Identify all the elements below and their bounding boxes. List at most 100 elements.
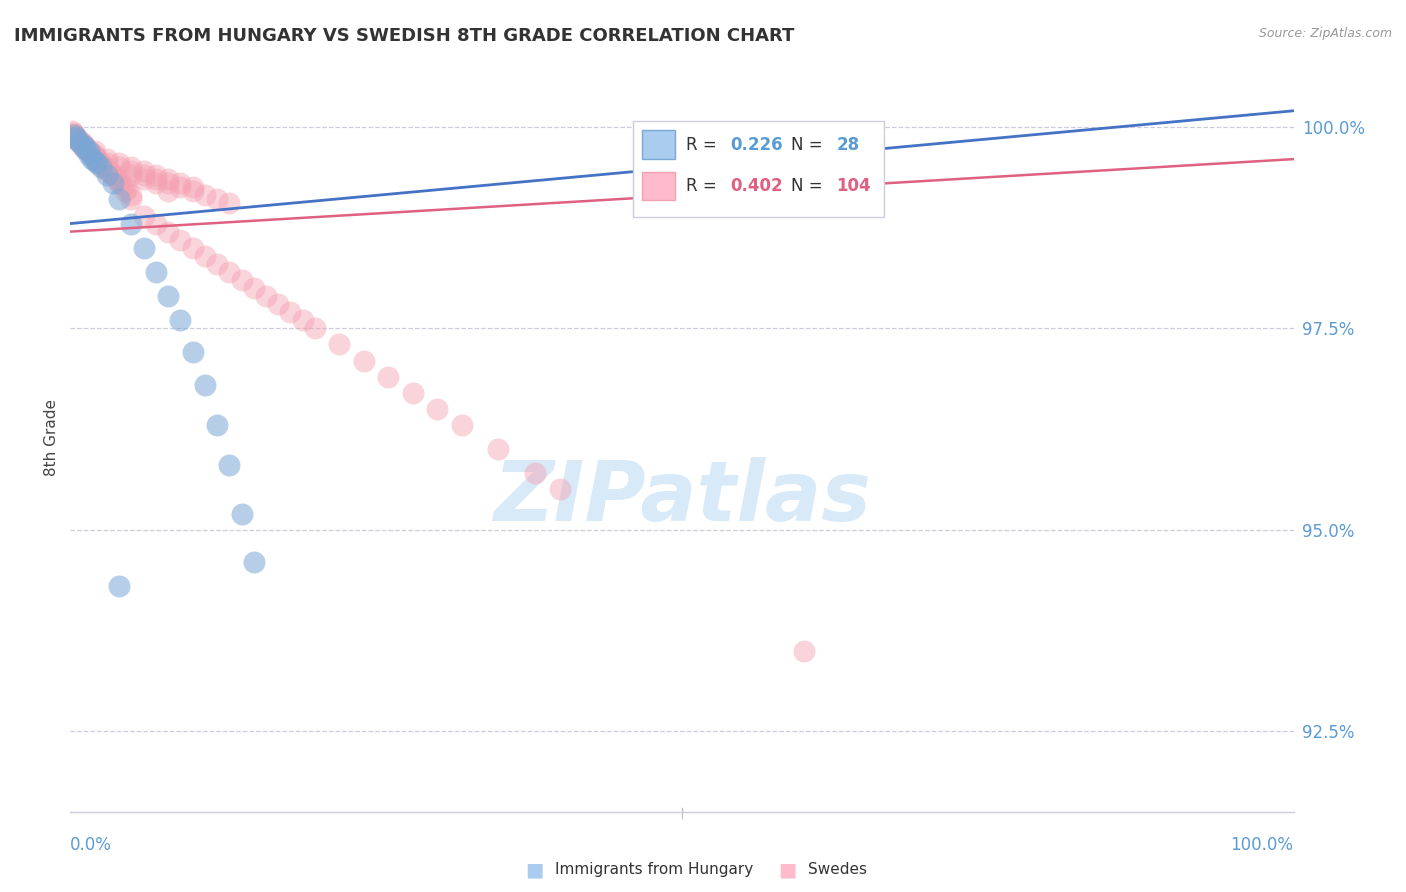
Point: [145, 217, 167, 231]
Text: 0.0%: 0.0%: [70, 836, 112, 854]
Point: [63, 127, 86, 141]
Text: R =: R =: [686, 177, 721, 195]
Point: [83, 151, 105, 165]
Point: [169, 180, 191, 194]
Point: [114, 185, 136, 199]
Point: [62, 126, 84, 140]
Point: [181, 185, 204, 199]
Point: [108, 160, 131, 174]
Point: [169, 313, 191, 327]
Point: [181, 180, 204, 194]
Text: 0.402: 0.402: [731, 177, 783, 195]
Point: [63, 128, 86, 143]
Point: [205, 257, 228, 271]
Point: [80, 147, 103, 161]
Point: [121, 193, 143, 207]
Point: [194, 249, 217, 263]
Text: 104: 104: [837, 177, 870, 195]
Point: [77, 148, 100, 162]
Point: [65, 130, 87, 145]
Point: [73, 139, 96, 153]
Point: [793, 643, 815, 657]
Point: [291, 313, 314, 327]
Point: [231, 507, 253, 521]
Text: N =: N =: [792, 136, 828, 153]
Text: 0.226: 0.226: [731, 136, 783, 153]
Point: [83, 144, 105, 158]
Point: [243, 281, 266, 295]
Point: [169, 176, 191, 190]
Point: [267, 297, 290, 311]
Point: [83, 153, 105, 168]
Text: ZIPatlas: ZIPatlas: [494, 457, 870, 538]
Text: Source: ZipAtlas.com: Source: ZipAtlas.com: [1258, 27, 1392, 40]
Point: [280, 305, 302, 319]
Point: [145, 172, 167, 186]
Point: [218, 196, 240, 211]
Point: [157, 289, 180, 303]
Point: [157, 176, 180, 190]
Point: [243, 555, 266, 569]
Point: [548, 483, 571, 497]
Point: [107, 173, 129, 187]
Point: [132, 241, 155, 255]
Point: [108, 176, 131, 190]
Point: [63, 128, 86, 142]
Point: [101, 168, 124, 182]
Point: [69, 135, 91, 149]
Text: Immigrants from Hungary: Immigrants from Hungary: [555, 863, 754, 877]
Point: [402, 385, 425, 400]
Point: [132, 172, 155, 186]
Point: [65, 132, 87, 146]
Point: [157, 225, 180, 239]
Point: [194, 188, 217, 202]
Point: [63, 129, 86, 144]
Point: [87, 153, 110, 168]
Point: [72, 137, 94, 152]
Point: [145, 265, 167, 279]
Point: [157, 172, 180, 186]
Point: [75, 142, 97, 156]
Point: [426, 401, 449, 416]
Point: [83, 150, 105, 164]
Point: [450, 417, 472, 432]
Point: [328, 337, 350, 351]
Point: [77, 144, 100, 158]
Point: [60, 124, 83, 138]
Text: 100.0%: 100.0%: [1230, 836, 1294, 854]
Point: [104, 170, 127, 185]
Text: 28: 28: [837, 136, 859, 153]
Point: [77, 144, 100, 158]
Point: [66, 132, 89, 146]
Point: [121, 164, 143, 178]
Point: [145, 176, 167, 190]
Text: IMMIGRANTS FROM HUNGARY VS SWEDISH 8TH GRADE CORRELATION CHART: IMMIGRANTS FROM HUNGARY VS SWEDISH 8TH G…: [14, 27, 794, 45]
Point: [90, 156, 112, 170]
Point: [181, 241, 204, 255]
Point: [65, 129, 87, 144]
Point: [73, 140, 96, 154]
Point: [145, 168, 167, 182]
Point: [97, 163, 120, 178]
Point: [91, 159, 114, 173]
Point: [108, 193, 131, 207]
Text: N =: N =: [792, 177, 828, 195]
Text: R =: R =: [686, 136, 721, 153]
Point: [82, 152, 104, 166]
Point: [79, 145, 101, 160]
Point: [111, 178, 134, 192]
Text: ■: ■: [778, 860, 797, 880]
Text: Swedes: Swedes: [808, 863, 868, 877]
Point: [101, 176, 124, 190]
Point: [70, 136, 93, 150]
Point: [80, 146, 103, 161]
Point: [121, 188, 143, 202]
Point: [93, 161, 115, 175]
Point: [377, 369, 399, 384]
Point: [91, 159, 114, 173]
Point: [218, 265, 240, 279]
Point: [100, 166, 122, 180]
Point: [488, 442, 510, 457]
Point: [73, 139, 96, 153]
Point: [524, 467, 547, 481]
